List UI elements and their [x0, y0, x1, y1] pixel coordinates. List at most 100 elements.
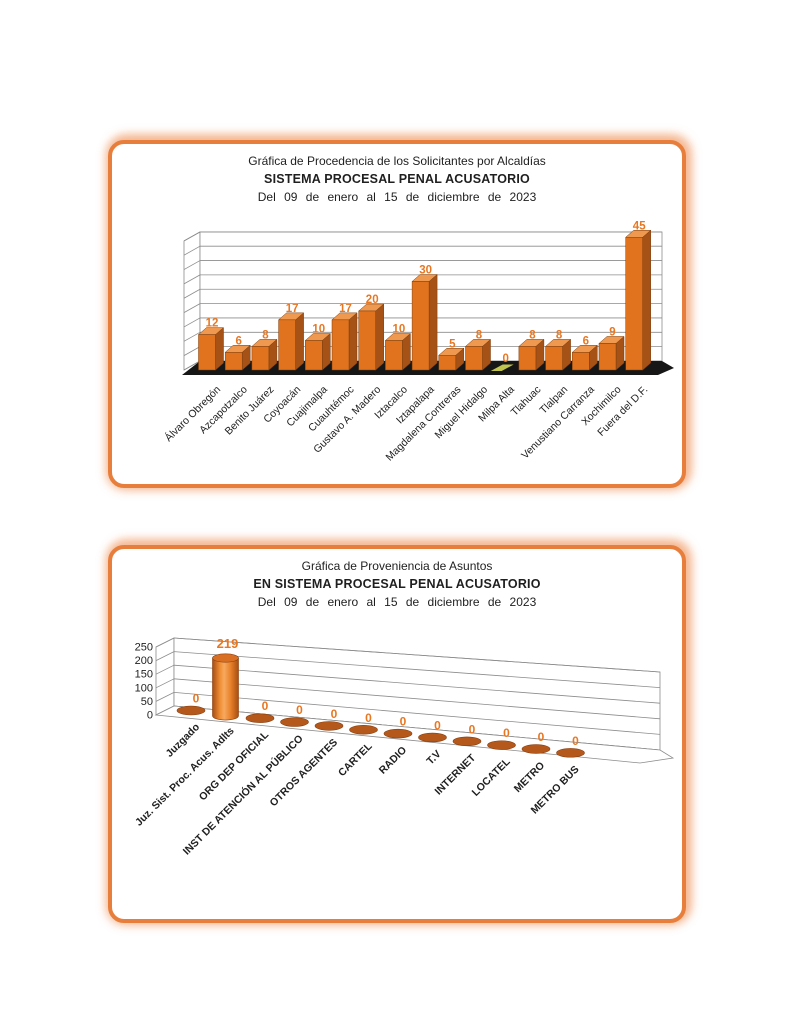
bar-value-label: 0	[262, 699, 269, 713]
bar-value-label: 219	[217, 636, 239, 651]
grid-line	[173, 651, 661, 688]
bar-front-face	[465, 346, 483, 371]
category-label: RADIO	[377, 744, 409, 776]
floor-accent	[490, 364, 514, 371]
bar-value-label: 0	[365, 711, 372, 725]
left-wall-grid-line	[183, 245, 201, 256]
bar-value-label: 8	[556, 329, 563, 341]
left-wall-grid-line	[155, 664, 175, 675]
bar-front-face	[545, 346, 563, 371]
bar-front-face	[598, 343, 617, 371]
bar-value-label: 12	[206, 318, 219, 330]
bar-front-face	[438, 355, 457, 371]
bar-value-label: 45	[633, 220, 646, 232]
zero-cylinder-disc	[349, 725, 378, 735]
left-wall-grid-line	[155, 678, 175, 689]
chart-panel-proveniencia: Gráfica de Proveniencia de Asuntos EN SI…	[108, 545, 686, 923]
y-axis-tick-label: 0	[147, 710, 153, 722]
zero-cylinder-disc	[452, 736, 482, 747]
chart-title-line-2: SISTEMA PROCESAL PENAL ACUSATORIO	[264, 172, 530, 186]
bar-value-label: 0	[193, 692, 200, 706]
chart-title-line-2: EN SISTEMA PROCESAL PENAL ACUSATORIO	[253, 577, 541, 591]
bar-front-face	[411, 281, 430, 371]
bar-front-face	[518, 346, 537, 371]
bar-front-face	[625, 237, 643, 371]
chart-title-line-3: Del 09 de enero al 15 de diciembre de 20…	[257, 190, 537, 204]
chart-title-line-3: Del 09 de enero al 15 de diciembre de 20…	[257, 595, 537, 609]
chart-title-block: Gráfica de Proveniencia de Asuntos EN SI…	[112, 557, 682, 611]
left-wall-grid-line	[183, 346, 201, 356]
left-wall-grid-line	[155, 637, 175, 648]
left-wall-grid-line	[183, 303, 201, 313]
left-wall-grid-line	[183, 274, 201, 285]
left-wall-grid-line	[155, 692, 175, 702]
bar-value-label: 0	[434, 718, 441, 732]
bar-value-label: 20	[366, 294, 379, 306]
bar-value-label: 5	[449, 338, 456, 350]
category-label: CARTEL	[336, 740, 375, 779]
bar-value-label: 8	[476, 329, 483, 341]
category-label: Juzgado	[164, 721, 203, 760]
bar-value-label: 17	[339, 303, 352, 315]
bar-value-label: 6	[583, 335, 589, 347]
bar-side-face	[215, 327, 224, 371]
bar-front-face	[224, 352, 243, 371]
grid-line	[173, 678, 661, 720]
chart-title-line-1: Gráfica de Procedencia de los Solicitant…	[248, 154, 546, 168]
category-label: Tlahuac	[509, 384, 544, 419]
zero-cylinder-disc	[383, 728, 413, 739]
bar-front-face	[385, 340, 403, 371]
chart-panel-alcaldias: Gráfica de Procedencia de los Solicitant…	[108, 140, 686, 488]
bar-value-label: 8	[262, 329, 269, 341]
zero-cylinder-disc	[487, 740, 516, 750]
zero-cylinder-disc	[556, 748, 585, 758]
zero-cylinder-disc	[521, 744, 551, 754]
zero-cylinder-disc	[314, 721, 344, 731]
bar-value-label: 10	[393, 324, 406, 336]
bar-value-label: 9	[609, 326, 615, 338]
bar-value-label: 0	[331, 707, 338, 721]
y-axis-tick-label: 100	[135, 682, 153, 694]
y-axis-tick-label: 200	[135, 655, 153, 667]
left-wall-grid-line	[183, 260, 201, 270]
bar-value-label: 0	[572, 734, 579, 748]
left-wall-grid-line	[183, 331, 201, 342]
y-axis-tick-label: 50	[141, 696, 153, 708]
bar-front-face	[305, 340, 323, 371]
left-wall	[155, 637, 175, 716]
bar-side-face	[375, 303, 384, 371]
bar-front-face	[572, 352, 590, 371]
category-label: OTROS AGENTES	[268, 737, 341, 810]
bar-value-label: 10	[312, 324, 325, 336]
bar-value-label: 0	[296, 703, 303, 717]
zero-cylinder-disc	[245, 713, 275, 723]
category-label: ORG DEP OFICIAL	[197, 728, 272, 803]
bar-side-face	[642, 229, 651, 371]
left-wall-grid-line	[183, 360, 201, 371]
bar-front-face	[198, 334, 216, 371]
bar-value-label: 0	[502, 353, 508, 365]
bar-side-face	[348, 312, 358, 371]
bar-front-face	[358, 310, 376, 371]
left-wall	[183, 231, 201, 371]
grid-line	[173, 692, 661, 735]
bar-value-label: 0	[538, 730, 545, 744]
bar-value-label: 0	[400, 715, 407, 729]
bar-value-label: 8	[529, 329, 536, 341]
zero-cylinder-disc	[280, 717, 309, 727]
left-wall-grid-line	[183, 231, 201, 242]
bar-value-label: 0	[503, 726, 510, 740]
bar-side-face	[428, 273, 438, 371]
y-axis-tick-label: 150	[135, 669, 153, 681]
left-wall-grid-line	[155, 651, 175, 661]
left-wall-grid-line	[183, 288, 201, 299]
grid-line	[173, 664, 661, 704]
y-axis-tick-label: 250	[135, 642, 153, 654]
chart-title-line-1: Gráfica de Proveniencia de Asuntos	[301, 559, 493, 573]
bar-value-label: 6	[235, 335, 241, 347]
bar-value-label: 0	[469, 722, 476, 736]
bar-front-face	[331, 319, 350, 371]
cylinder-body	[212, 657, 239, 721]
